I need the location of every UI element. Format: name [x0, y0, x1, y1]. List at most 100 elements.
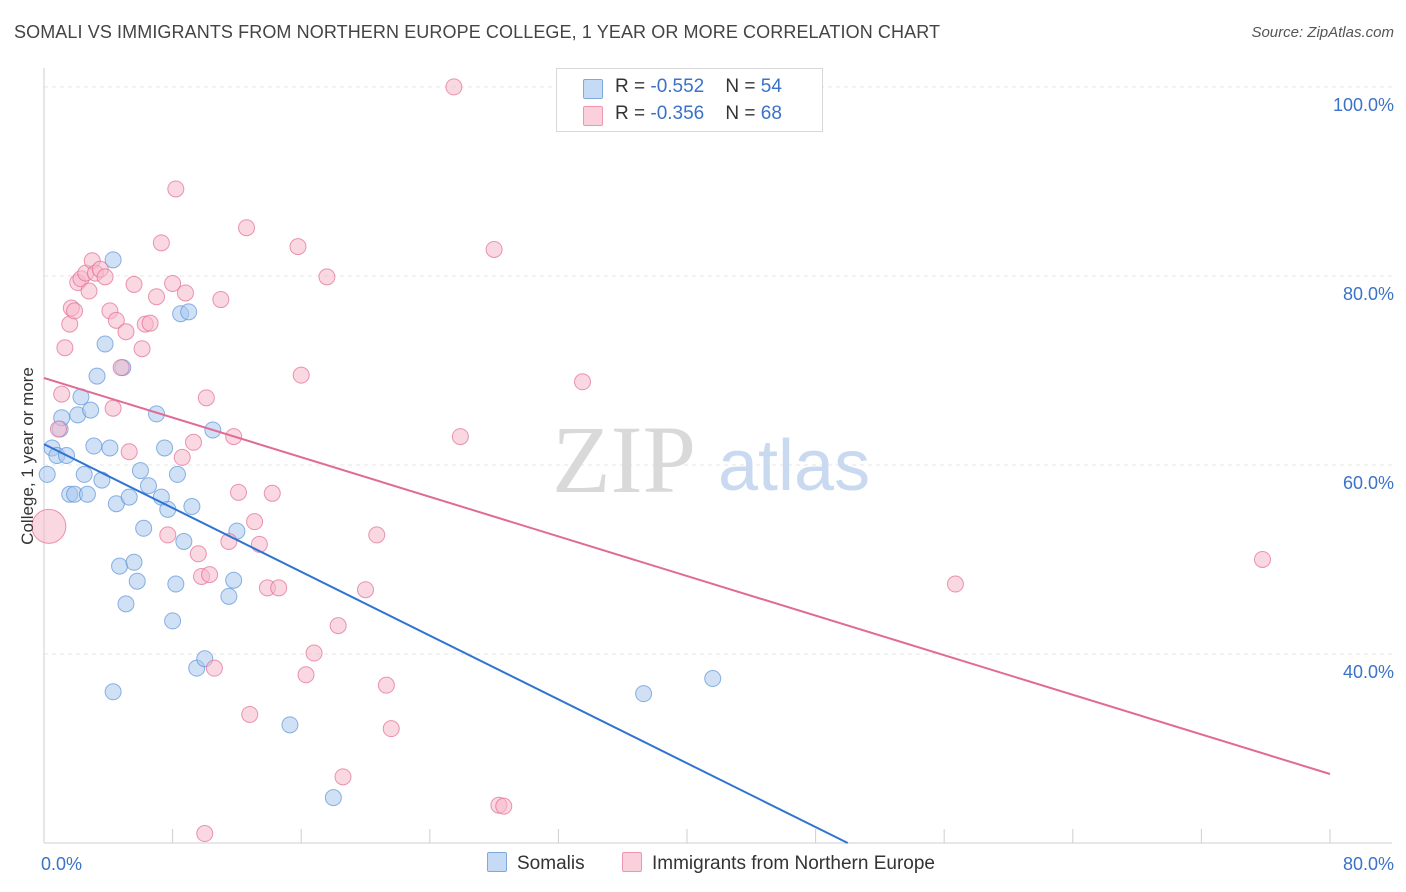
northern-europe-point: [49, 420, 67, 438]
y-axis-title: College, 1 year or more: [18, 367, 37, 545]
northern-europe-point: [377, 676, 395, 694]
legend-swatch-northern-europe: [583, 106, 603, 126]
northern-europe-point: [176, 284, 194, 302]
northern-europe-point: [445, 78, 463, 96]
northern-europe-point: [197, 389, 215, 407]
x-tick-label: 80.0%: [1343, 854, 1394, 874]
northern-europe-point: [96, 268, 114, 286]
northern-europe-point: [382, 720, 400, 738]
somali-point: [324, 789, 342, 807]
northern-europe-point: [53, 385, 71, 403]
northern-europe-point: [241, 705, 259, 723]
somali-point: [88, 367, 106, 385]
somali-point: [168, 465, 186, 483]
northern-europe-point: [152, 234, 170, 252]
northern-europe-point: [201, 566, 219, 584]
somali-point: [104, 251, 122, 269]
northern-europe-point: [305, 644, 323, 662]
northern-europe-point: [246, 513, 264, 531]
northern-europe-point: [133, 340, 151, 358]
somali-point: [131, 462, 149, 480]
northern-europe-point: [159, 526, 177, 544]
northern-europe-point: [334, 768, 352, 786]
watermark-zip: ZIP: [552, 406, 696, 513]
watermark: ZIP atlas: [552, 406, 870, 513]
northern-europe-point: [289, 238, 307, 256]
northern-europe-point: [164, 274, 182, 292]
northern-europe-point: [196, 825, 214, 843]
legend-swatch-northern-europe: [622, 852, 642, 872]
somali-point: [78, 485, 96, 503]
northern-europe-point: [297, 666, 315, 684]
legend-item-northern-europe[interactable]: Immigrants from Northern Europe: [622, 852, 935, 875]
somali-point: [135, 519, 153, 537]
northern-europe-point: [495, 797, 513, 815]
northern-europe-point: [80, 282, 98, 300]
somali-point: [225, 571, 243, 589]
northern-europe-point: [141, 314, 159, 332]
somali-point: [175, 533, 193, 551]
somali-point: [156, 439, 174, 457]
somali-point: [93, 471, 111, 489]
somali-point: [75, 465, 93, 483]
legend-r-value: -0.552: [650, 76, 705, 97]
somali-point: [104, 683, 122, 701]
legend-label-northern-europe: Immigrants from Northern Europe: [652, 853, 935, 874]
legend-r-label: R =: [615, 103, 651, 124]
northern-europe-point: [120, 443, 138, 461]
northern-europe-point: [574, 373, 592, 391]
somali-point: [117, 595, 135, 613]
northern-europe-point: [946, 575, 964, 593]
somali-point: [120, 488, 138, 506]
legend-item-somalis[interactable]: Somalis: [487, 852, 585, 875]
legend-n-label: N =: [725, 76, 761, 97]
legend-n-value: 54: [760, 76, 782, 97]
somali-point: [96, 335, 114, 353]
somali-trend-line: [43, 443, 849, 844]
legend-r-value: -0.356: [650, 103, 705, 124]
somali-point: [38, 465, 56, 483]
somali-point: [220, 587, 238, 605]
somali-point: [180, 303, 198, 321]
gridlines: [44, 86, 1392, 655]
somali-point: [164, 612, 182, 630]
y-tick-label: 100.0%: [1333, 95, 1394, 115]
y-tick-label: 60.0%: [1343, 473, 1394, 493]
somali-point: [82, 401, 100, 419]
northern-europe-point: [451, 428, 469, 446]
somali-point: [704, 670, 722, 688]
somali-point: [111, 557, 129, 575]
somali-point: [635, 685, 653, 703]
northern-europe-point: [230, 483, 248, 501]
northern-europe-point: [56, 339, 74, 357]
legend-n-label: N =: [725, 103, 761, 124]
somali-point: [281, 716, 299, 734]
legend-r-label: R =: [615, 76, 651, 97]
northern-europe-point: [357, 581, 374, 599]
northern-europe-point: [184, 433, 202, 451]
northern-europe-point: [1253, 550, 1271, 568]
northern-europe-point: [112, 359, 130, 377]
legend-label-somalis: Somalis: [517, 853, 585, 874]
northern-europe-point: [104, 399, 122, 417]
chart-title: SOMALI VS IMMIGRANTS FROM NORTHERN EUROP…: [14, 22, 941, 42]
northern-europe-point: [212, 291, 230, 309]
northern-europe-point: [329, 617, 347, 635]
northern-europe-point: [117, 323, 135, 341]
northern-europe-point: [270, 579, 288, 597]
northern-europe-point: [66, 302, 84, 320]
northern-europe-point: [148, 288, 166, 306]
northern-europe-point: [31, 508, 67, 544]
somali-point: [85, 437, 103, 455]
somali-point: [148, 405, 166, 423]
northern-europe-point: [173, 448, 191, 466]
northern-europe-point: [107, 311, 125, 329]
northern-europe-point: [125, 275, 143, 293]
northern-europe-point: [189, 545, 207, 563]
watermark-atlas: atlas: [718, 426, 870, 506]
northern-europe-trend-line: [43, 377, 1331, 775]
somali-point: [183, 498, 201, 516]
somali-point: [139, 477, 157, 495]
stats-legend: R = -0.552 N = 54 R = -0.356 N = 68: [556, 68, 823, 132]
